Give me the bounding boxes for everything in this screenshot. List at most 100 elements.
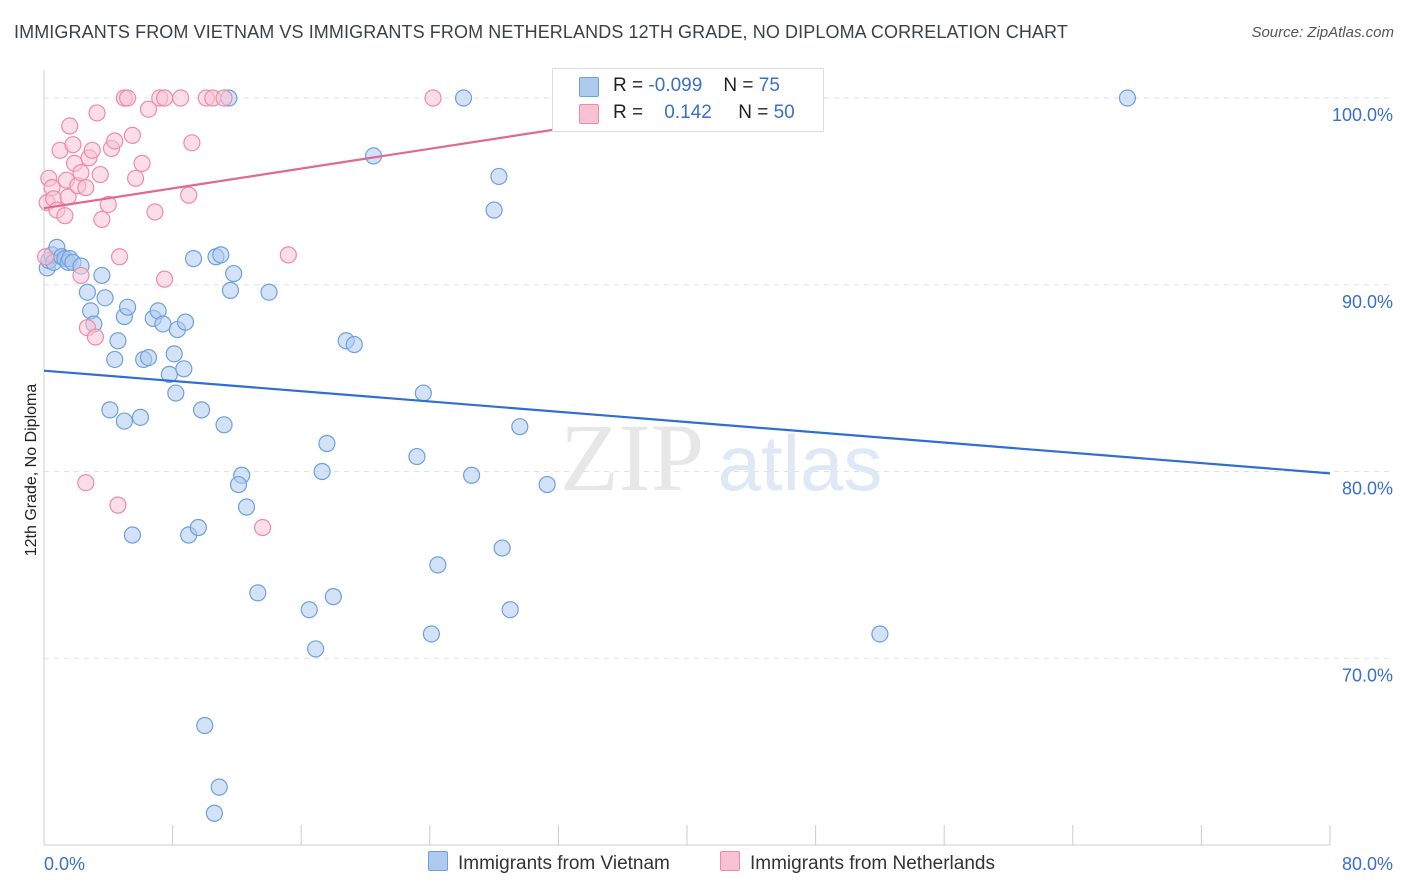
netherlands-point (72, 164, 90, 182)
netherlands-point (99, 195, 117, 214)
netherlands-point (86, 328, 105, 346)
vietnam-point (307, 640, 325, 658)
legend-r-label-1: R = (613, 75, 644, 96)
vietnam-point (454, 89, 473, 107)
netherlands-point (155, 89, 174, 107)
vietnam-point (96, 289, 114, 307)
y-axis-label: 12th Grade, No Diploma (23, 383, 40, 557)
vietnam-point (123, 526, 142, 544)
vietnam-point (493, 539, 511, 557)
netherlands-point (72, 266, 90, 285)
netherlands-point (77, 474, 95, 492)
netherlands-point (155, 270, 174, 288)
vietnam-point (300, 601, 318, 619)
vietnam-point (167, 384, 185, 402)
netherlands-point (109, 496, 127, 514)
y-tick-label: 70.0% (1342, 665, 1393, 685)
netherlands-point (146, 203, 164, 221)
vietnam-point (260, 283, 278, 301)
vietnam-point (871, 625, 889, 643)
legend-n-label-2: N = (738, 102, 769, 123)
netherlands-point (127, 169, 145, 187)
vietnam-point (237, 498, 256, 516)
vietnam-point (324, 588, 342, 606)
netherlands-point (172, 89, 190, 107)
axes (43, 70, 1331, 846)
y-tick-label: 80.0% (1342, 479, 1393, 499)
netherlands-point (123, 126, 142, 144)
netherlands-point (37, 248, 55, 266)
vietnam-point (210, 778, 228, 796)
netherlands-point (106, 132, 124, 150)
watermark-zip: ZIP (560, 404, 704, 511)
vietnam-point (225, 264, 243, 283)
vietnam-point (501, 601, 519, 619)
netherlands-point (64, 136, 82, 154)
netherlands-point (83, 141, 101, 159)
netherlands-point (118, 89, 137, 107)
y-tick-label: 100.0% (1332, 105, 1393, 125)
netherlands-point (56, 207, 74, 225)
bottom-legend-label-vietnam: Immigrants from Vietnam (458, 853, 670, 874)
netherlands-point (215, 89, 233, 107)
bottom-legend-swatch-netherlands (720, 851, 740, 871)
netherlands-point (424, 89, 442, 107)
bottom-legend-vietnam: Immigrants from Vietnam (428, 851, 670, 875)
netherlands-point (91, 165, 109, 184)
vietnam-point (106, 350, 124, 369)
vietnam-point (490, 167, 508, 186)
vietnam-point (429, 556, 447, 574)
legend-r-value-1: -0.099 (648, 75, 703, 96)
vietnam-point (318, 434, 336, 453)
vietnam-point (462, 466, 481, 484)
vietnam-point (131, 408, 150, 426)
correlation-legend: R = -0.099 N = 75 R = 0.142 N = 50 (552, 68, 824, 132)
vietnam-point (408, 447, 426, 466)
watermark-atlas: atlas (718, 419, 883, 507)
vietnam-point (184, 250, 203, 268)
vietnam-point (345, 335, 363, 354)
netherlands-point (254, 518, 272, 537)
netherlands-point (93, 210, 111, 228)
vietnam-point (511, 418, 529, 436)
vietnam-point (249, 584, 267, 602)
netherlands-point (88, 104, 106, 122)
vietnam-point (212, 246, 230, 264)
vietnam-point (196, 716, 214, 735)
vietnam-point (154, 315, 172, 333)
legend-n-value-1: 75 (758, 75, 780, 96)
vietnam-point (93, 266, 111, 285)
netherlands-point (110, 248, 129, 266)
vietnam-point (189, 518, 207, 537)
vietnam-point (175, 360, 193, 378)
x-tick-label: 0.0% (44, 854, 85, 874)
legend-n-label-1: N = (723, 75, 754, 96)
bottom-legend-label-netherlands: Immigrants from Netherlands (750, 853, 995, 874)
legend-n-value-2: 50 (773, 102, 795, 123)
legend-r-value-2: 0.142 (664, 102, 712, 123)
vietnam-point (205, 804, 223, 822)
gridlines (44, 97, 1392, 659)
y-tick-label: 90.0% (1342, 292, 1393, 312)
netherlands-point (180, 186, 198, 204)
legend-swatch-vietnam (579, 77, 599, 97)
legend-r-label-2: R = (613, 102, 644, 123)
vietnam-point (414, 384, 432, 402)
netherlands-point (77, 179, 95, 197)
vietnam-point (78, 283, 97, 301)
vietnam-point (538, 475, 556, 494)
legend-swatch-netherlands (579, 104, 599, 124)
vietnam-point (1118, 89, 1137, 107)
watermark: ZIP atlas (560, 404, 882, 511)
vietnam-point (115, 412, 133, 430)
vietnam-trendline (43, 369, 1331, 475)
netherlands-point (61, 117, 79, 135)
x-tick-label: 80.0% (1342, 854, 1393, 874)
vietnam-point (101, 401, 119, 419)
vietnam-point (109, 332, 127, 350)
vietnam-point (422, 625, 441, 643)
vietnam-point (485, 201, 503, 219)
vietnam-point (139, 348, 158, 367)
vietnam-point (313, 462, 331, 481)
